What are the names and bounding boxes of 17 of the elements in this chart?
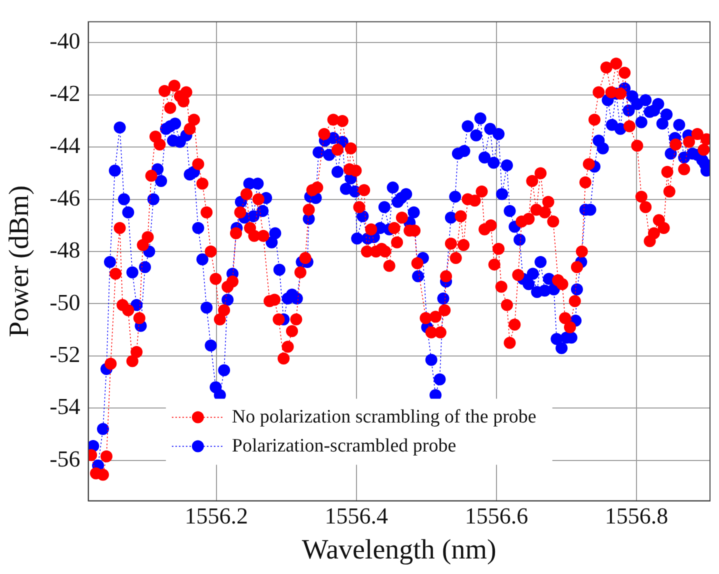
x-axis-title: Wavelength (nm)	[302, 534, 496, 566]
x-tick-label: 1556.6	[464, 504, 528, 529]
y-tick-label: -56	[50, 446, 80, 472]
y-tick-label: -40	[50, 28, 80, 54]
x-tick-label: 1556.8	[604, 504, 668, 529]
y-tick-label: -44	[50, 133, 81, 158]
x-tick-label: 1556.2	[184, 504, 248, 529]
legend-label: Polarization-scrambled probe	[232, 435, 456, 456]
y-tick-label: -54	[50, 394, 81, 420]
legend-label: No polarization scrambling of the probe	[232, 406, 536, 428]
y-tick-label: -50	[50, 290, 80, 315]
y-tick-label: -52	[50, 342, 80, 367]
x-tick-label: 1556.4	[324, 504, 389, 529]
y-tick-label: -48	[50, 238, 80, 263]
y-axis-title: Power (dBm)	[4, 185, 36, 338]
y-tick-label: -46	[50, 185, 80, 210]
y-tick-label: -42	[50, 80, 80, 106]
